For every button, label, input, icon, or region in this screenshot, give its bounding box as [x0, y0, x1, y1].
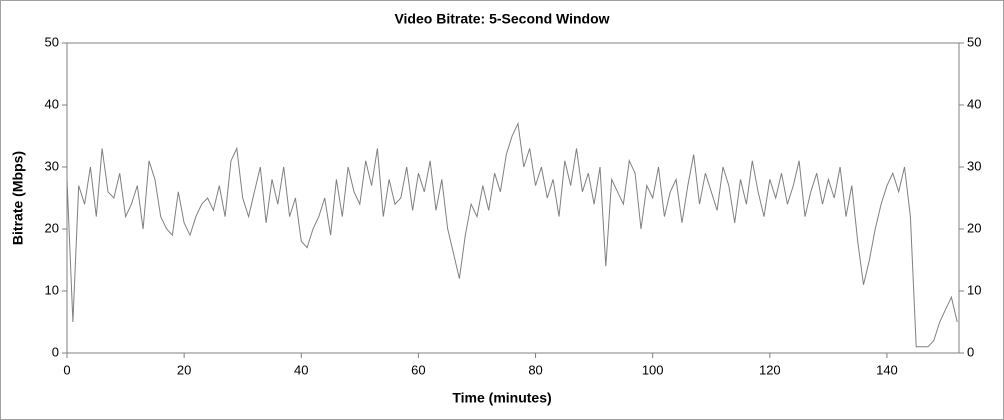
x-tick-label: 40 — [294, 362, 308, 377]
y2-tick-label: 40 — [967, 96, 981, 111]
plot-area — [66, 42, 960, 354]
y-tick-label: 0 — [52, 344, 59, 359]
x-tick-label: 100 — [642, 362, 664, 377]
y-tick-label: 10 — [45, 282, 59, 297]
chart-title: Video Bitrate: 5-Second Window — [394, 11, 609, 27]
y2-tick-label: 0 — [967, 344, 974, 359]
x-tick-label: 20 — [177, 362, 191, 377]
y2-tick-label: 10 — [967, 282, 981, 297]
x-tick-label: 120 — [759, 362, 781, 377]
x-tick-label: 140 — [876, 362, 898, 377]
x-tick-label: 0 — [63, 362, 70, 377]
y2-tick-label: 30 — [967, 158, 981, 173]
x-tick-label: 80 — [528, 362, 542, 377]
x-tick-label: 60 — [411, 362, 425, 377]
x-axis-label: Time (minutes) — [452, 390, 551, 406]
y-axis-label: Bitrate (Mbps) — [10, 151, 26, 245]
y-tick-label: 30 — [45, 158, 59, 173]
y2-tick-label: 50 — [967, 34, 981, 49]
y-tick-label: 20 — [45, 220, 59, 235]
y2-tick-label: 20 — [967, 220, 981, 235]
y-tick-label: 50 — [45, 34, 59, 49]
bitrate-line — [66, 121, 958, 348]
y-tick-label: 40 — [45, 96, 59, 111]
